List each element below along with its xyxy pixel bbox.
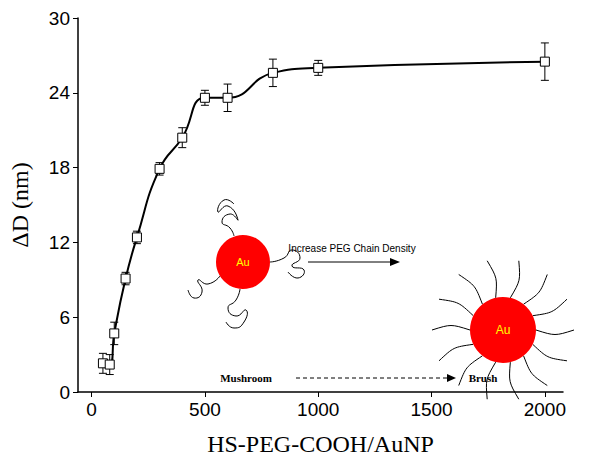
svg-text:ΔD (nm): ΔD (nm): [7, 162, 33, 247]
svg-text:Mushroom: Mushroom: [220, 372, 272, 384]
svg-text:0: 0: [59, 382, 70, 403]
svg-text:Increase PEG Chain Density: Increase PEG Chain Density: [288, 243, 415, 254]
svg-text:Brush: Brush: [469, 372, 498, 384]
svg-text:18: 18: [49, 157, 70, 178]
svg-text:1000: 1000: [297, 399, 339, 420]
svg-text:0: 0: [86, 399, 97, 420]
svg-text:12: 12: [49, 232, 70, 253]
svg-text:Au: Au: [496, 323, 511, 337]
svg-text:2000: 2000: [524, 399, 566, 420]
svg-text:HS-PEG-COOH/AuNP: HS-PEG-COOH/AuNP: [207, 431, 434, 457]
svg-text:1500: 1500: [410, 399, 452, 420]
svg-text:500: 500: [189, 399, 221, 420]
svg-text:30: 30: [49, 8, 70, 29]
svg-text:Au: Au: [236, 256, 249, 268]
svg-text:6: 6: [59, 307, 70, 328]
svg-text:24: 24: [49, 82, 71, 103]
